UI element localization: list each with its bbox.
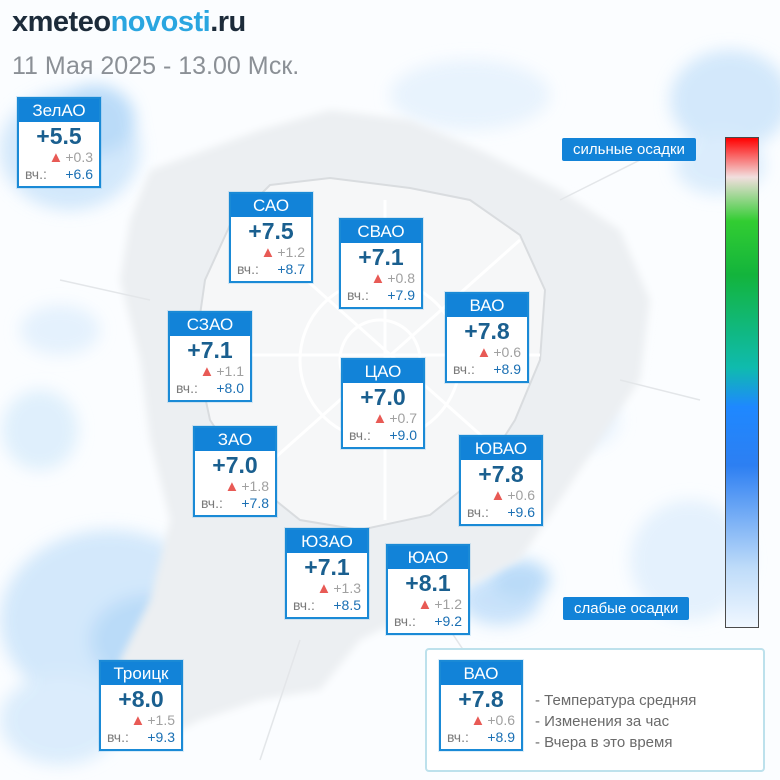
district-name: ЮАО	[388, 546, 468, 569]
up-triangle-icon: ▲	[199, 363, 215, 380]
logo-text-novosti: novosti	[110, 6, 211, 38]
district-change: ▲ +1.2	[260, 244, 306, 261]
legend-descriptions: - Температура средняя - Изменения за час…	[535, 690, 696, 753]
district-name: ЦАО	[343, 360, 423, 383]
district-card-yuvao: ЮВАО +7.8 ▲ +0.6 вч.: +9.6	[459, 435, 543, 526]
district-card-troitsk: Троицк +8.0 ▲ +1.5 вч.: +9.3	[99, 660, 183, 751]
district-name: ВАО	[441, 662, 521, 685]
district-yesterday: вч.: +7.8	[201, 495, 269, 511]
district-yesterday: вч.: +9.0	[349, 427, 417, 443]
district-change: ▲ +1.3	[316, 580, 362, 597]
district-name: СЗАО	[170, 313, 250, 336]
scale-label-weak: слабые осадки	[563, 597, 690, 620]
district-yesterday: вч.: +9.2	[394, 613, 462, 629]
legend-line-yesterday: - Вчера в это время	[535, 734, 673, 751]
district-yesterday: вч.: +6.6	[25, 166, 93, 182]
legend-sample-card: ВАО +7.8 ▲ +0.6 вч.: +8.9	[439, 660, 523, 751]
district-change: ▲ +0.3	[48, 149, 94, 166]
up-triangle-icon: ▲	[476, 344, 492, 361]
district-change: ▲ +0.8	[370, 270, 416, 287]
legend-box: ВАО +7.8 ▲ +0.6 вч.: +8.9 - Температура ср…	[425, 648, 765, 772]
district-yesterday: вч.: +8.9	[447, 729, 515, 745]
district-name: Троицк	[101, 662, 181, 685]
district-change: ▲ +1.2	[417, 596, 463, 613]
up-triangle-icon: ▲	[316, 580, 332, 597]
district-name: ЗелАО	[19, 99, 99, 122]
up-triangle-icon: ▲	[130, 712, 146, 729]
district-temp: +7.5	[248, 218, 294, 244]
district-temp: +7.1	[187, 337, 233, 363]
district-name: ЮВАО	[461, 437, 541, 460]
district-change: ▲ +0.7	[372, 410, 418, 427]
district-change: ▲ +0.6	[490, 487, 536, 504]
district-yesterday: вч.: +9.3	[107, 729, 175, 745]
district-name: ЗАО	[195, 428, 275, 451]
district-name: ЮЗАО	[287, 530, 367, 553]
district-temp: +7.0	[212, 452, 258, 478]
district-change: ▲ +0.6	[470, 712, 516, 729]
district-temp: +5.5	[36, 123, 82, 149]
district-temp: +8.0	[118, 686, 164, 712]
district-temp: +8.1	[405, 570, 451, 596]
logo-text-domain: .ru	[210, 6, 246, 38]
district-card-yuzao: ЮЗАО +7.1 ▲ +1.3 вч.: +8.5	[285, 528, 369, 619]
district-yesterday: вч.: +8.9	[453, 361, 521, 377]
datetime-label: 11 Мая 2025 - 13.00 Мск.	[12, 52, 300, 80]
district-card-zao: ЗАО +7.0 ▲ +1.8 вч.: +7.8	[193, 426, 277, 517]
district-temp: +7.8	[478, 461, 524, 487]
district-name: ВАО	[447, 294, 527, 317]
up-triangle-icon: ▲	[48, 149, 64, 166]
district-change: ▲ +1.8	[224, 478, 270, 495]
logo-mark: x	[12, 6, 28, 38]
district-name: СВАО	[341, 220, 421, 243]
district-yesterday: вч.: +7.9	[347, 287, 415, 303]
up-triangle-icon: ▲	[370, 270, 386, 287]
district-change: ▲ +0.6	[476, 344, 522, 361]
up-triangle-icon: ▲	[470, 712, 486, 729]
precipitation-scale-bar	[725, 137, 759, 628]
district-yesterday: вч.: +9.6	[467, 504, 535, 520]
legend-line-temp: - Температура средняя	[535, 692, 697, 709]
up-triangle-icon: ▲	[372, 410, 388, 427]
up-triangle-icon: ▲	[417, 596, 433, 613]
scale-label-strong: сильные осадки	[562, 138, 696, 161]
district-temp: +7.8	[458, 686, 504, 712]
up-triangle-icon: ▲	[224, 478, 240, 495]
district-card-zelao: ЗелАО +5.5 ▲ +0.3 вч.: +6.6	[17, 97, 101, 188]
district-yesterday: вч.: +8.0	[176, 380, 244, 396]
district-card-yuao: ЮАО +8.1 ▲ +1.2 вч.: +9.2	[386, 544, 470, 635]
district-name: САО	[231, 194, 311, 217]
district-yesterday: вч.: +8.5	[293, 597, 361, 613]
up-triangle-icon: ▲	[490, 487, 506, 504]
up-triangle-icon: ▲	[260, 244, 276, 261]
district-card-sao: САО +7.5 ▲ +1.2 вч.: +8.7	[229, 192, 313, 283]
logo-text-meteo: meteo	[27, 6, 111, 38]
legend-line-change: - Изменения за час	[535, 713, 670, 730]
district-temp: +7.0	[360, 384, 406, 410]
district-card-szao: СЗАО +7.1 ▲ +1.1 вч.: +8.0	[168, 311, 252, 402]
site-logo: xmeteonovosti.ru	[12, 6, 246, 39]
district-card-vao: ВАО +7.8 ▲ +0.6 вч.: +8.9	[445, 292, 529, 383]
district-change: ▲ +1.5	[130, 712, 176, 729]
district-change: ▲ +1.1	[199, 363, 245, 380]
district-temp: +7.8	[464, 318, 510, 344]
district-card-cao: ЦАО +7.0 ▲ +0.7 вч.: +9.0	[341, 358, 425, 449]
district-yesterday: вч.: +8.7	[237, 261, 305, 277]
district-card-svao: СВАО +7.1 ▲ +0.8 вч.: +7.9	[339, 218, 423, 309]
district-temp: +7.1	[358, 244, 404, 270]
district-temp: +7.1	[304, 554, 350, 580]
